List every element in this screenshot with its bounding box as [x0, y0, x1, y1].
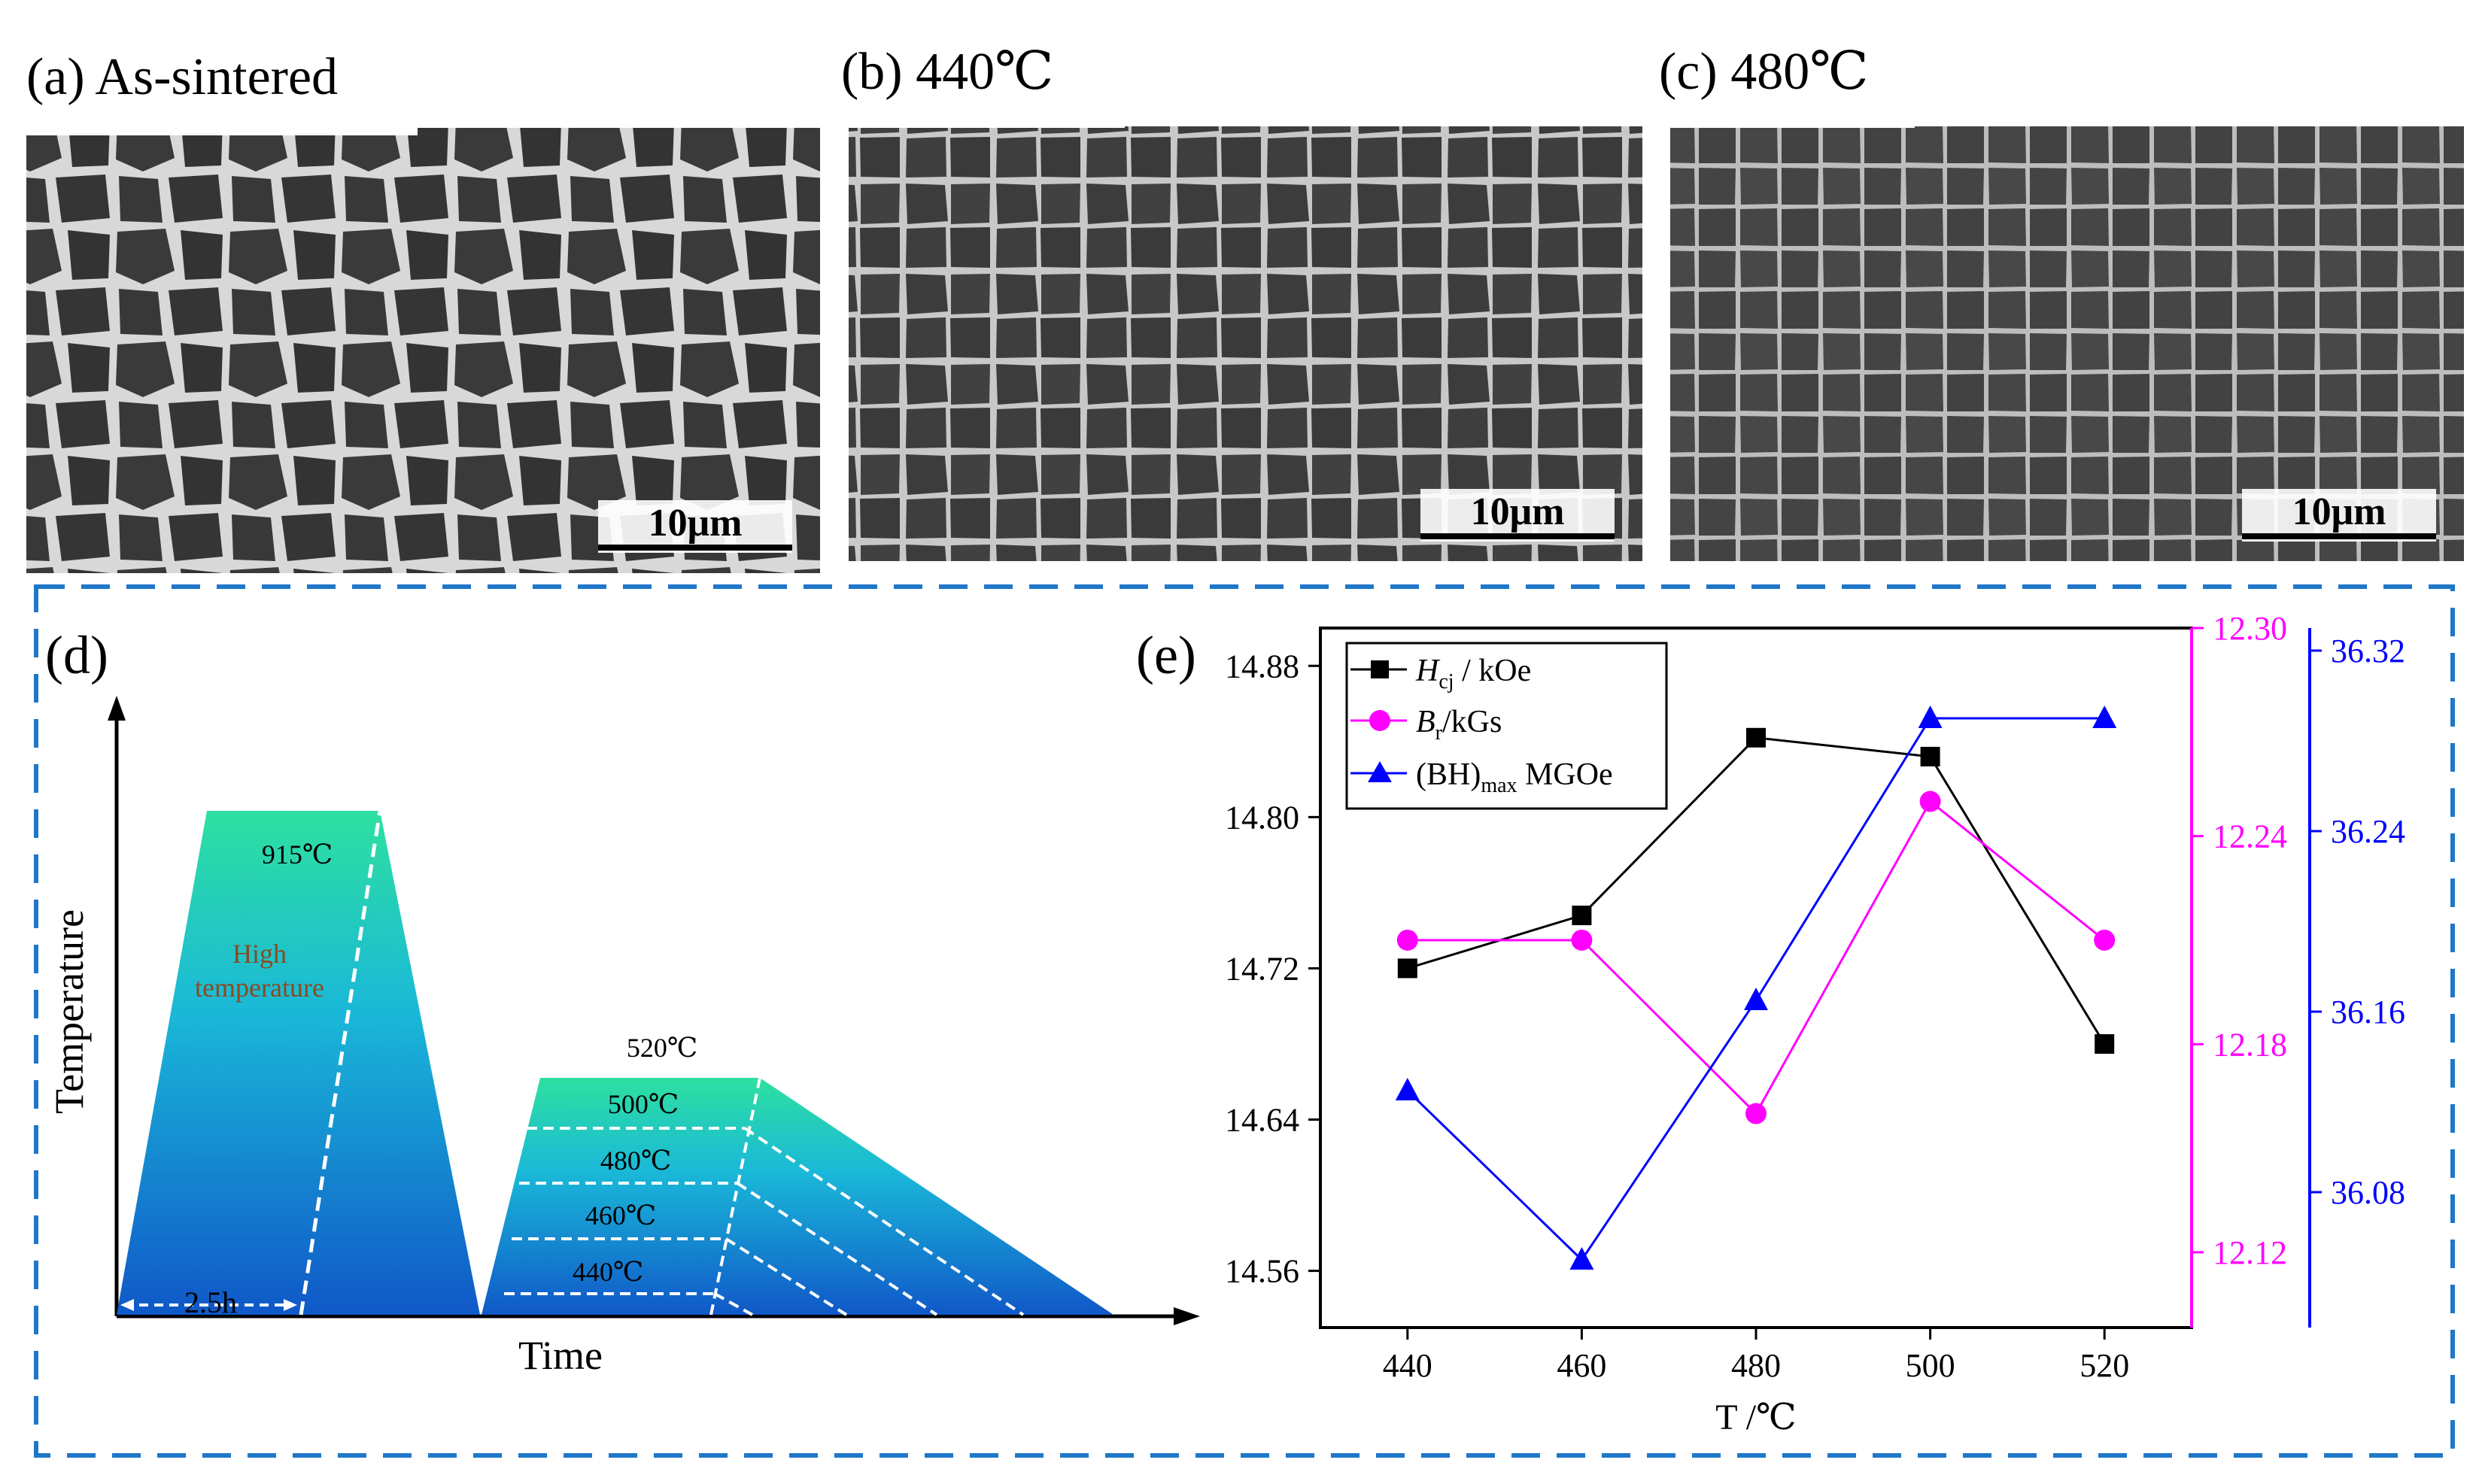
aging-stage — [482, 1078, 1113, 1315]
legend-bh-rest: MGOe — [1517, 757, 1613, 792]
br-y-tick-label: 12.30 — [2213, 610, 2287, 647]
high-temp-label-line1: High — [232, 939, 287, 969]
legend-hcj-label: Hcj / kOe — [1415, 654, 1531, 693]
micrograph-panel-a: (a) As-sintered 10μm — [26, 30, 820, 573]
duration-label: 2.5h — [184, 1285, 237, 1319]
dashed-frame — [34, 584, 2455, 1458]
panel-d-label: (d) — [45, 625, 108, 685]
legend-bh-triangle-icon — [1368, 761, 1392, 782]
bh-point — [1918, 706, 1943, 728]
legend-br-rest: /kGs — [1442, 705, 1502, 739]
bh-point — [1569, 1247, 1594, 1270]
schematic-ylabel: Temperature — [47, 909, 92, 1114]
br-point — [1919, 791, 1941, 812]
micrograph-panel-b: (b) 440℃ 10μm — [835, 30, 1642, 561]
bh-y-tick-label: 36.16 — [2331, 994, 2405, 1030]
panel-b-label: (b) 440℃ — [841, 43, 1053, 101]
x-tick-label: 440 — [1383, 1347, 1432, 1384]
duration-left-arrow-icon — [120, 1299, 134, 1311]
sem-image-a — [26, 128, 820, 573]
aging-temp-460: 460℃ — [585, 1200, 656, 1231]
legend-bh-sub: max — [1481, 774, 1517, 797]
br-y-tick-label: 12.12 — [2213, 1234, 2287, 1271]
legend-hcj-main: H — [1415, 654, 1441, 688]
hcj-y-tick-label: 14.56 — [1225, 1253, 1299, 1290]
legend-br-label: Br/kGs — [1416, 705, 1502, 745]
x-tick-label: 520 — [2080, 1347, 2129, 1384]
legend-hcj-rest: / kOe — [1454, 654, 1532, 688]
bh-y-tick-label: 36.08 — [2331, 1174, 2405, 1211]
panel-a-label: (a) As-sintered — [26, 48, 338, 106]
panel-e-label: (e) — [1136, 625, 1196, 685]
sem-image-c — [1670, 126, 2464, 561]
bh-y-tick-label: 36.32 — [2331, 633, 2405, 669]
bh-point — [2092, 706, 2117, 728]
legend-br-circle-icon — [1369, 710, 1390, 731]
br-point — [2094, 929, 2116, 951]
br-point — [1571, 929, 1593, 951]
hcj-y-tick-label: 14.64 — [1225, 1102, 1299, 1139]
br-point — [1396, 929, 1418, 951]
x-tick-label: 480 — [1731, 1347, 1781, 1384]
property-chart: (e) T /℃ 440 460 480 500 520 14.56 14.64 14.72 1… — [1136, 610, 2405, 1437]
bh-point — [1395, 1078, 1420, 1100]
sinter-temp-label: 915℃ — [262, 839, 333, 869]
aging-levels — [504, 1077, 1025, 1316]
y-axis-arrow-icon — [108, 696, 126, 721]
legend-hcj-sub: cj — [1438, 670, 1454, 693]
sem-image-b — [849, 126, 1642, 561]
duration-right-arrow-icon — [284, 1299, 297, 1311]
br-point — [1745, 1103, 1767, 1124]
bh-y-tick-label: 36.24 — [2331, 813, 2405, 850]
aging-temp-500: 500℃ — [608, 1089, 679, 1119]
hcj-point — [1920, 746, 1940, 766]
aging-temp-480: 480℃ — [600, 1146, 671, 1176]
br-series-line — [1407, 800, 2106, 1115]
aging-temp-440: 440℃ — [573, 1257, 643, 1287]
bh-point — [1744, 988, 1768, 1010]
scale-bar-label-c: 10μm — [2292, 490, 2386, 533]
x-axis-arrow-icon — [1174, 1307, 1200, 1325]
scale-bar-label-a: 10μm — [649, 502, 743, 545]
scale-bar-label-b: 10μm — [1471, 490, 1565, 533]
br-y-tick-label: 12.18 — [2213, 1026, 2287, 1063]
legend-bh-main: (BH) — [1416, 757, 1481, 792]
legend-hcj-square-icon — [1371, 660, 1389, 678]
legend: Hcj / kOe Br/kGs (BH)max MGOe — [1345, 642, 1668, 810]
legend-br-main: B — [1416, 705, 1435, 739]
x-tick-label: 460 — [1557, 1347, 1606, 1384]
axes-layer: 440 460 480 500 520 14.56 14.64 14.72 14.80 14.88… — [1225, 610, 2405, 1384]
chart-xlabel: T /℃ — [1715, 1398, 1796, 1437]
hcj-point — [1572, 906, 1592, 926]
hcj-point — [2095, 1033, 2115, 1054]
micrograph-panel-c: (c) 480℃ 10μm — [1655, 30, 2464, 561]
sintering-stage — [117, 811, 480, 1315]
hcj-y-tick-label: 14.72 — [1225, 950, 1299, 987]
br-y-tick-label: 12.24 — [2213, 818, 2287, 855]
legend-br-sub: r — [1435, 721, 1443, 745]
panel-c-label: (c) 480℃ — [1659, 43, 1869, 101]
series-layer — [1395, 706, 2117, 1270]
high-temp-label-line2: temperature — [195, 973, 324, 1003]
schematic-xlabel: Time — [518, 1333, 603, 1378]
aging-temp-520: 520℃ — [627, 1033, 697, 1063]
heat-treatment-schematic: (d) Temperature Time 915℃ High temperatu… — [45, 625, 1200, 1378]
hcj-y-tick-label: 14.80 — [1225, 799, 1299, 836]
hcj-y-tick-label: 14.88 — [1225, 648, 1299, 684]
x-tick-label: 500 — [1906, 1347, 1955, 1384]
legend-bh-label: (BH)max MGOe — [1416, 757, 1613, 797]
hcj-point — [1397, 958, 1417, 979]
hcj-point — [1746, 727, 1766, 748]
sintering-dashed-line — [299, 810, 382, 1316]
